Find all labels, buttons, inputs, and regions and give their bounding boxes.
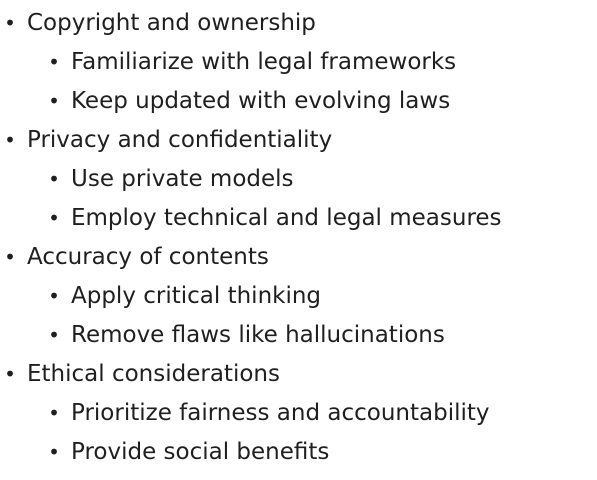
subtopic-item: • Provide social benefits bbox=[0, 433, 597, 472]
bullet-icon: • bbox=[48, 323, 60, 347]
subtopic-label: Use private models bbox=[71, 166, 294, 192]
bullet-icon: • bbox=[4, 362, 16, 386]
subtopic-item: • Prioritize fairness and accountability bbox=[0, 394, 597, 433]
subtopic-label: Keep updated with evolving laws bbox=[71, 88, 451, 114]
bullet-icon: • bbox=[48, 401, 60, 425]
bullet-icon: • bbox=[48, 167, 60, 191]
bullet-icon: • bbox=[48, 89, 60, 113]
subtopic-item: • Familiarize with legal frameworks bbox=[0, 43, 597, 82]
topic-item: • Accuracy of contents bbox=[0, 238, 597, 277]
bullet-icon: • bbox=[48, 206, 60, 230]
topic-item: • Copyright and ownership bbox=[0, 4, 597, 43]
subtopic-item: • Remove flaws like hallucinations bbox=[0, 316, 597, 355]
subtopic-label: Prioritize fairness and accountability bbox=[71, 400, 490, 426]
subtopic-label: Familiarize with legal frameworks bbox=[71, 49, 457, 75]
bullet-icon: • bbox=[4, 11, 16, 35]
subtopic-label: Employ technical and legal measures bbox=[71, 205, 502, 231]
bullet-icon: • bbox=[48, 284, 60, 308]
bullet-icon: • bbox=[4, 128, 16, 152]
bullet-icon: • bbox=[48, 440, 60, 464]
bullet-icon: • bbox=[48, 50, 60, 74]
bullet-icon: • bbox=[4, 245, 16, 269]
bullet-list: • Copyright and ownership • Familiarize … bbox=[0, 4, 597, 472]
topic-label: Privacy and confidentiality bbox=[27, 127, 333, 153]
subtopic-label: Apply critical thinking bbox=[71, 283, 322, 309]
subtopic-item: • Apply critical thinking bbox=[0, 277, 597, 316]
topic-label: Copyright and ownership bbox=[27, 10, 316, 36]
subtopic-label: Remove flaws like hallucinations bbox=[71, 322, 445, 348]
topic-label: Ethical considerations bbox=[27, 361, 280, 387]
subtopic-item: • Employ technical and legal measures bbox=[0, 199, 597, 238]
topic-label: Accuracy of contents bbox=[27, 244, 269, 270]
subtopic-item: • Keep updated with evolving laws bbox=[0, 82, 597, 121]
topic-item: • Privacy and confidentiality bbox=[0, 121, 597, 160]
topic-item: • Ethical considerations bbox=[0, 355, 597, 394]
subtopic-item: • Use private models bbox=[0, 160, 597, 199]
subtopic-label: Provide social benefits bbox=[71, 439, 330, 465]
